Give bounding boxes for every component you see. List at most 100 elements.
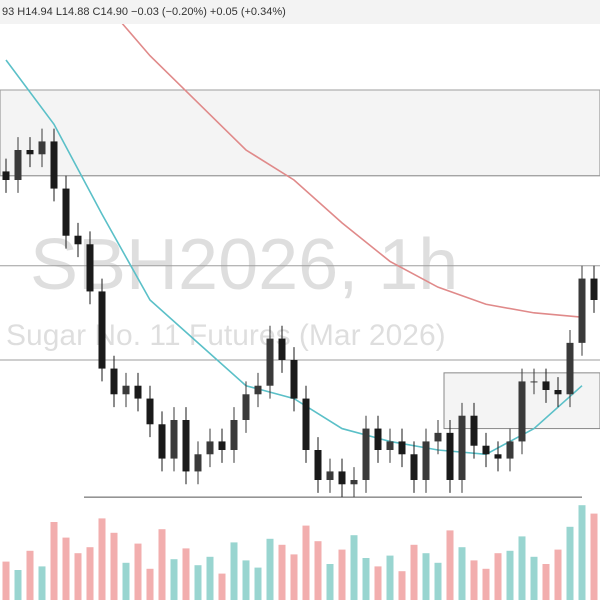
volume-bar xyxy=(266,538,274,600)
candle-body xyxy=(230,420,238,450)
candle-body xyxy=(590,278,598,300)
candle-body xyxy=(14,150,22,180)
volume-bar xyxy=(374,566,382,600)
volume-bar xyxy=(62,537,70,600)
volume-bar xyxy=(98,518,106,600)
watermark-subtitle: Sugar No. 11 Futures (Mar 2026) xyxy=(6,319,446,352)
volume-bar xyxy=(134,543,142,600)
ohlc-header: 93 H14.94 L14.88 C14.90 −0.03 (−0.20%) +… xyxy=(2,6,286,18)
volume-bar xyxy=(278,544,286,600)
volume-bar xyxy=(290,554,298,600)
volume-bar xyxy=(470,560,478,600)
volume-bar xyxy=(410,544,418,600)
candle-body xyxy=(290,360,298,399)
candle-body xyxy=(2,171,10,180)
candle-body xyxy=(578,278,586,343)
candle-body xyxy=(254,385,262,395)
candle-body xyxy=(326,471,334,480)
candle-body xyxy=(494,454,502,459)
candle-body xyxy=(446,432,454,480)
volume-bar xyxy=(74,553,82,600)
candle-body xyxy=(410,454,418,480)
volume-bar xyxy=(494,553,502,600)
candle-body xyxy=(350,480,358,485)
volume-bar xyxy=(350,535,358,600)
volume-bar xyxy=(326,564,334,600)
volume-bar xyxy=(38,566,46,600)
volume-bar xyxy=(314,541,322,600)
candle-body xyxy=(302,398,310,450)
volume-bar xyxy=(146,568,154,600)
candle-body xyxy=(134,385,142,399)
volume-bar xyxy=(482,568,490,600)
candle-body xyxy=(26,150,34,155)
candle-body xyxy=(266,338,274,386)
candle-body xyxy=(506,441,514,459)
candles xyxy=(2,128,598,498)
volume-bar xyxy=(446,530,454,600)
candle-body xyxy=(158,424,166,459)
candle-body xyxy=(470,415,478,446)
volume-bar xyxy=(302,525,310,600)
volume-bar xyxy=(254,567,262,600)
candle-body xyxy=(242,394,250,420)
candle-body xyxy=(314,450,322,480)
volume-bar xyxy=(362,558,370,600)
candle-body xyxy=(122,385,130,395)
volume-bar xyxy=(122,562,130,600)
candle-body xyxy=(554,390,562,395)
candle-body xyxy=(422,441,430,480)
volume-bar xyxy=(2,561,10,600)
candle-body xyxy=(170,420,178,459)
volume-bar xyxy=(530,556,538,600)
volume-pane xyxy=(2,505,598,600)
volume-bar xyxy=(242,560,250,600)
volume-bar xyxy=(194,565,202,600)
volume-bar xyxy=(170,559,178,600)
volume-bar xyxy=(14,570,22,600)
candle-body xyxy=(542,381,550,390)
volume-bar xyxy=(218,573,226,600)
candle-body xyxy=(386,441,394,450)
volume-bar xyxy=(398,571,406,600)
volume-bar xyxy=(542,564,550,600)
volume-bar xyxy=(86,547,94,600)
candle-body xyxy=(218,441,226,450)
candle-body xyxy=(398,441,406,455)
candle-body xyxy=(278,338,286,360)
candle-body xyxy=(62,188,70,236)
volume-bar xyxy=(590,513,598,600)
candle-body xyxy=(482,445,490,455)
candle-body xyxy=(530,381,538,383)
volume-bar xyxy=(206,556,214,600)
header-bar xyxy=(0,0,600,24)
candle-body xyxy=(110,368,118,395)
volume-bar xyxy=(566,526,574,600)
candle-body xyxy=(182,420,190,472)
moving-average xyxy=(101,0,583,318)
candle-body xyxy=(146,398,154,425)
candle-body xyxy=(434,432,442,442)
volume-bar xyxy=(110,532,118,600)
candle-body xyxy=(194,454,202,472)
volume-bar xyxy=(158,529,166,600)
candle-body xyxy=(86,244,94,292)
volume-bar xyxy=(434,562,442,600)
volume-bar xyxy=(386,555,394,600)
volume-bar xyxy=(506,550,514,600)
volume-bar xyxy=(230,542,238,600)
volume-bar xyxy=(578,505,586,600)
volume-bar xyxy=(26,550,34,600)
candle-body xyxy=(362,428,370,480)
candle-body xyxy=(458,415,466,480)
candle-body xyxy=(74,235,82,245)
candle-body xyxy=(98,291,106,369)
candle-body xyxy=(338,471,346,485)
volume-bar xyxy=(458,547,466,600)
volume-bar xyxy=(50,522,58,600)
zones xyxy=(0,89,600,430)
volume-bar xyxy=(554,549,562,600)
watermark-title: SBH2026, 1h xyxy=(30,225,458,305)
candle-body xyxy=(38,141,46,155)
candle-body xyxy=(518,381,526,442)
